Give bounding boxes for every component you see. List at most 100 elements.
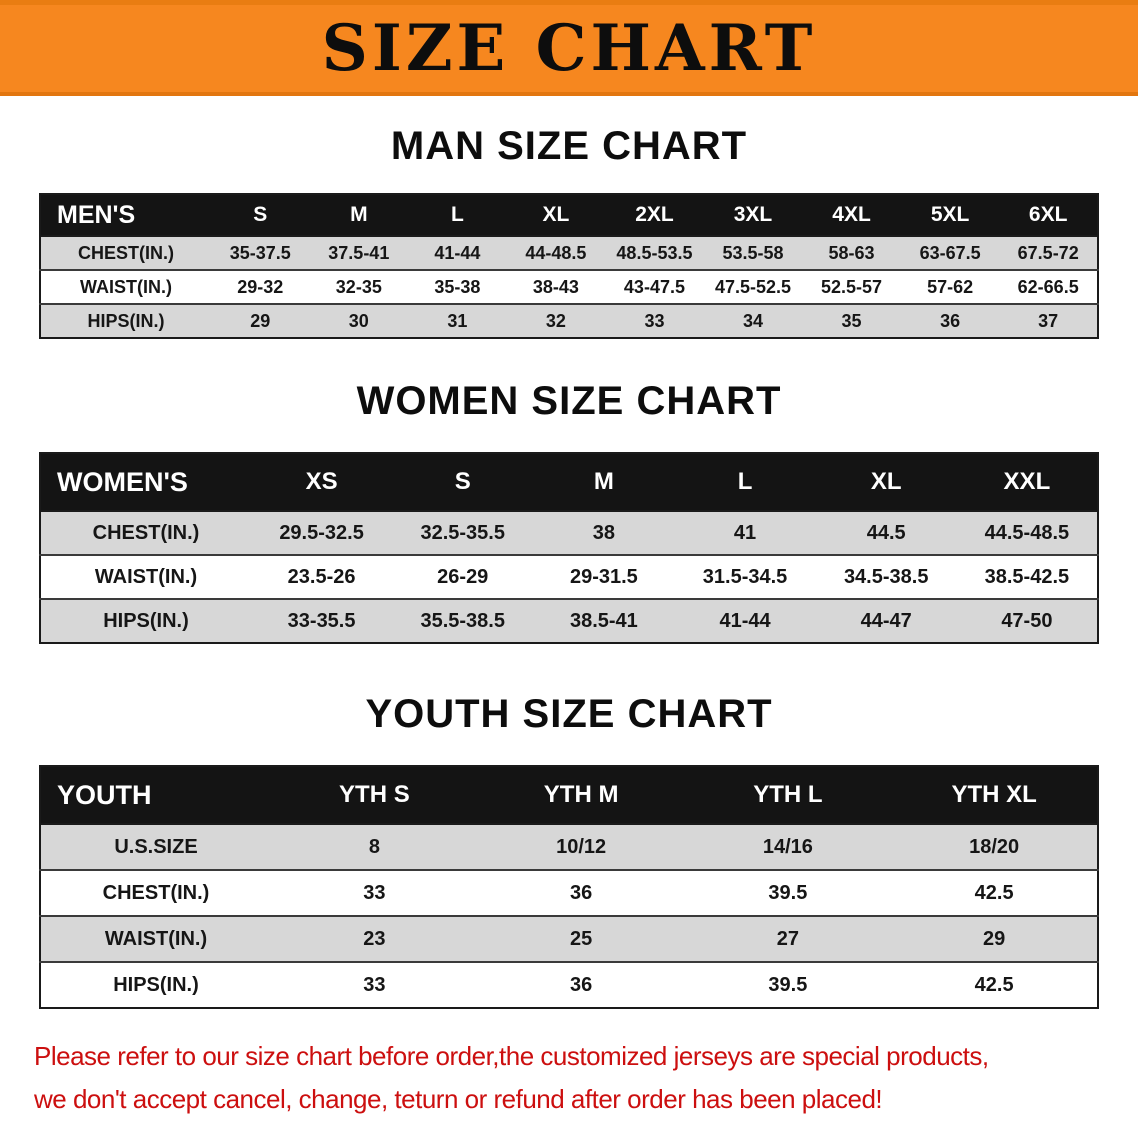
measurement-label: CHEST(IN.): [78, 242, 174, 263]
measurement-value: 47.5-52.5: [714, 276, 792, 297]
section-women: WOMEN SIZE CHART WOMEN'S XS S M L XL XXL CHEST(…: [0, 379, 1138, 644]
measurement-value: 34: [742, 310, 764, 331]
size-header-cell: M: [309, 194, 409, 236]
size-header-cell: M: [533, 453, 675, 511]
size-header-cell: XS: [251, 453, 393, 511]
measurement-value: 36: [570, 881, 593, 904]
measurement-value: 44.5-48.5: [984, 521, 1070, 544]
men-section-heading: MAN SIZE CHART: [390, 124, 748, 168]
measurement-label: CHEST(IN.): [92, 521, 200, 544]
section-men: MAN SIZE CHART MEN'S S M L XL 2XL 3XL 4XL 5XL 6XL…: [0, 124, 1138, 339]
measurement-label: CHEST(IN.): [102, 881, 210, 904]
size-header-cell: YTH L: [684, 766, 892, 824]
table-row: HIPS(IN.) 33-35.5 35.5-38.5 38.5-41 41-44 44-…: [40, 599, 1098, 643]
measurement-value: 48.5-53.5: [616, 242, 693, 263]
measurement-value: 29: [250, 310, 271, 331]
size-header-cell: S: [392, 453, 534, 511]
table-title-cell: WOMEN'S: [40, 453, 251, 511]
measurement-value: 35.5-38.5: [420, 609, 505, 632]
measurement-value: 37.5-41: [328, 242, 390, 263]
table-row: WAIST(IN.) 23 25 27 29: [40, 916, 1098, 962]
measurement-value: 36: [570, 973, 593, 996]
measurement-value: 33-35.5: [287, 609, 356, 632]
section-youth: YOUTH SIZE CHART YOUTH YTH S YTH M YTH L YTH…: [0, 692, 1138, 1009]
measurement-label: WAIST(IN.): [104, 927, 208, 950]
table-header-row: MEN'S S M L XL 2XL 3XL 4XL 5XL 6XL: [40, 194, 1098, 236]
measurement-value: 52.5-57: [821, 276, 883, 297]
measurement-value: 34.5-38.5: [843, 565, 929, 588]
measurement-value: 33: [363, 973, 386, 996]
measurement-value: 57-62: [927, 276, 974, 297]
measurement-value: 38-43: [532, 276, 579, 297]
size-header-cell: 2XL: [605, 194, 704, 236]
measurement-label: WAIST(IN.): [94, 565, 198, 588]
size-header-cell: YTH XL: [891, 766, 1098, 824]
measurement-value: 8: [368, 835, 380, 858]
measurement-value: 58-63: [828, 242, 875, 263]
size-header-cell: XXL: [956, 453, 1098, 511]
page-title: SIZE CHART: [321, 10, 817, 86]
measurement-value: 39.5: [768, 881, 808, 904]
size-header-cell: YTH S: [271, 766, 478, 824]
youth-size-table: YOUTH YTH S YTH M YTH L YTH XL U.S.SIZE 8 10/12…: [39, 765, 1099, 1009]
measurement-value: 23: [363, 927, 386, 950]
measurement-value: 23.5-26: [287, 565, 356, 588]
table-row: WAIST(IN.) 23.5-26 26-29 29-31.5 31.5-34.5 34…: [40, 555, 1098, 599]
measurement-value: 14/16: [762, 835, 813, 858]
table-row: HIPS(IN.) 33 36 39.5 42.5: [40, 962, 1098, 1008]
measurement-value: 42.5: [974, 881, 1014, 904]
size-header-cell: 6XL: [999, 194, 1098, 236]
measurement-value: 41: [733, 521, 757, 544]
women-section-heading: WOMEN SIZE CHART: [356, 379, 782, 423]
measurement-value: 25: [570, 927, 593, 950]
table-row: CHEST(IN.) 33 36 39.5 42.5: [40, 870, 1098, 916]
measurement-value: 18/20: [969, 835, 1020, 858]
table-row: WAIST(IN.) 29-32 32-35 35-38 38-43 43-47.5 47.…: [40, 270, 1098, 304]
measurement-value: 31: [447, 310, 468, 331]
measurement-value: 27: [776, 927, 799, 950]
table-row: CHEST(IN.) 29.5-32.5 32.5-35.5 38 41 44.5 44.5…: [40, 511, 1098, 555]
measurement-value: 29-31.5: [569, 565, 638, 588]
measurement-value: 67.5-72: [1017, 242, 1079, 263]
size-header-cell: 5XL: [900, 194, 1000, 236]
measurement-value: 53.5-58: [722, 242, 784, 263]
measurement-label: HIPS(IN.): [103, 609, 189, 632]
disclaimer: Please refer to our size chart before or…: [34, 1039, 1104, 1117]
measurement-value: 29.5-32.5: [279, 521, 364, 544]
banner: SIZE CHART: [0, 0, 1138, 96]
measurement-value: 44-47: [860, 609, 912, 632]
measurement-label: HIPS(IN.): [87, 310, 165, 331]
table-title-cell: MEN'S: [40, 194, 211, 236]
size-header-cell: L: [408, 194, 507, 236]
youth-section-heading: YOUTH SIZE CHART: [365, 692, 773, 736]
measurement-value: 41-44: [434, 242, 481, 263]
measurement-label: U.S.SIZE: [114, 835, 198, 858]
women-size-table: WOMEN'S XS S M L XL XXL CHEST(IN.) 29.5-32.5 32.5…: [39, 452, 1099, 644]
measurement-value: 36: [940, 310, 961, 331]
size-header-cell: L: [674, 453, 816, 511]
charts-container: MAN SIZE CHART MEN'S S M L XL 2XL 3XL 4XL 5XL 6XL…: [0, 124, 1138, 1009]
table-header-row: WOMEN'S XS S M L XL XXL: [40, 453, 1098, 511]
disclaimer-line-1: Please refer to our size chart before or…: [34, 1041, 989, 1071]
measurement-value: 47-50: [1001, 609, 1053, 632]
measurement-value: 39.5: [768, 973, 808, 996]
measurement-value: 32: [545, 310, 566, 331]
measurement-value: 29-32: [237, 276, 284, 297]
table-row: CHEST(IN.) 35-37.5 37.5-41 41-44 44-48.5 48.5…: [40, 236, 1098, 270]
table-title-cell: YOUTH: [40, 766, 271, 824]
measurement-value: 32.5-35.5: [420, 521, 505, 544]
measurement-value: 63-67.5: [919, 242, 981, 263]
size-header-cell: XL: [815, 453, 957, 511]
measurement-value: 44-48.5: [525, 242, 587, 263]
measurement-label: HIPS(IN.): [113, 973, 199, 996]
measurement-value: 31.5-34.5: [702, 565, 788, 588]
size-header-cell: S: [211, 194, 310, 236]
measurement-value: 29: [983, 927, 1006, 950]
measurement-label: WAIST(IN.): [80, 276, 172, 297]
measurement-value: 37: [1038, 310, 1059, 331]
table-header-row: YOUTH YTH S YTH M YTH L YTH XL: [40, 766, 1098, 824]
table-row: HIPS(IN.) 29 30 31 32 33 34 35 36 37: [40, 304, 1098, 338]
size-header-cell: YTH M: [477, 766, 685, 824]
measurement-value: 30: [348, 310, 369, 331]
